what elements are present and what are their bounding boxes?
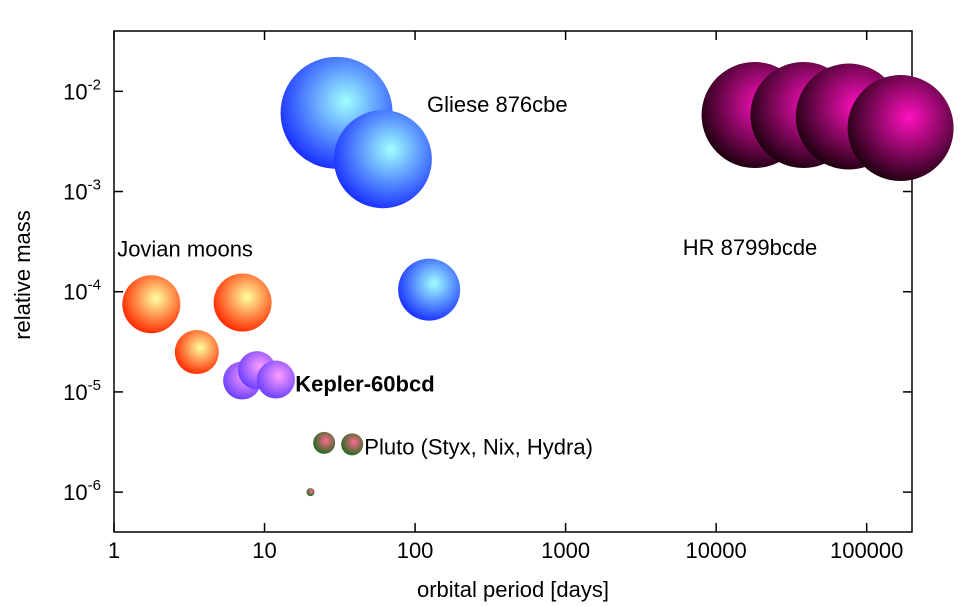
- y-axis-label: relative mass: [10, 210, 35, 340]
- y-tick-label: 10-3: [63, 177, 101, 205]
- annotation-label: Gliese 876cbe: [427, 92, 568, 117]
- data-point: [122, 275, 181, 334]
- data-points: [122, 56, 954, 497]
- annotation-label: Jovian moons: [117, 237, 253, 262]
- data-point: [306, 488, 315, 497]
- x-tick-label: 10: [252, 538, 276, 563]
- data-point: [256, 360, 295, 399]
- data-point: [847, 75, 954, 182]
- annotation-label: HR 8799bcde: [683, 235, 818, 260]
- annotations: Gliese 876cbe HR 8799bcde Jovian moons Kepl…: [117, 92, 817, 460]
- data-point: [341, 433, 364, 456]
- x-axis-ticks: 1 10 100 1000 10000 100000: [108, 31, 903, 563]
- x-tick-label: 100: [397, 538, 434, 563]
- data-point: [333, 110, 432, 209]
- x-tick-label: 1000: [541, 538, 590, 563]
- y-tick-label: 10-2: [63, 76, 101, 104]
- x-tick-label: 10000: [686, 538, 747, 563]
- annotation-label: Pluto (Styx, Nix, Hydra): [364, 435, 593, 460]
- x-axis-label: orbital period [days]: [417, 577, 609, 602]
- data-point: [398, 258, 461, 321]
- y-tick-label: 10-6: [63, 477, 101, 505]
- y-tick-label: 10-5: [63, 377, 101, 405]
- data-point: [174, 330, 219, 375]
- data-point: [213, 273, 272, 332]
- plot-frame: [113, 30, 913, 533]
- y-axis-ticks: 10-6 10-5 10-4 10-3 10-2: [63, 76, 912, 505]
- plot-border: [113, 30, 913, 533]
- annotation-label: Kepler-60bcd: [295, 371, 434, 396]
- x-tick-label: 100000: [830, 538, 903, 563]
- x-tick-label: 1: [108, 538, 120, 563]
- data-point: [313, 431, 336, 454]
- y-tick-label: 10-4: [63, 277, 101, 305]
